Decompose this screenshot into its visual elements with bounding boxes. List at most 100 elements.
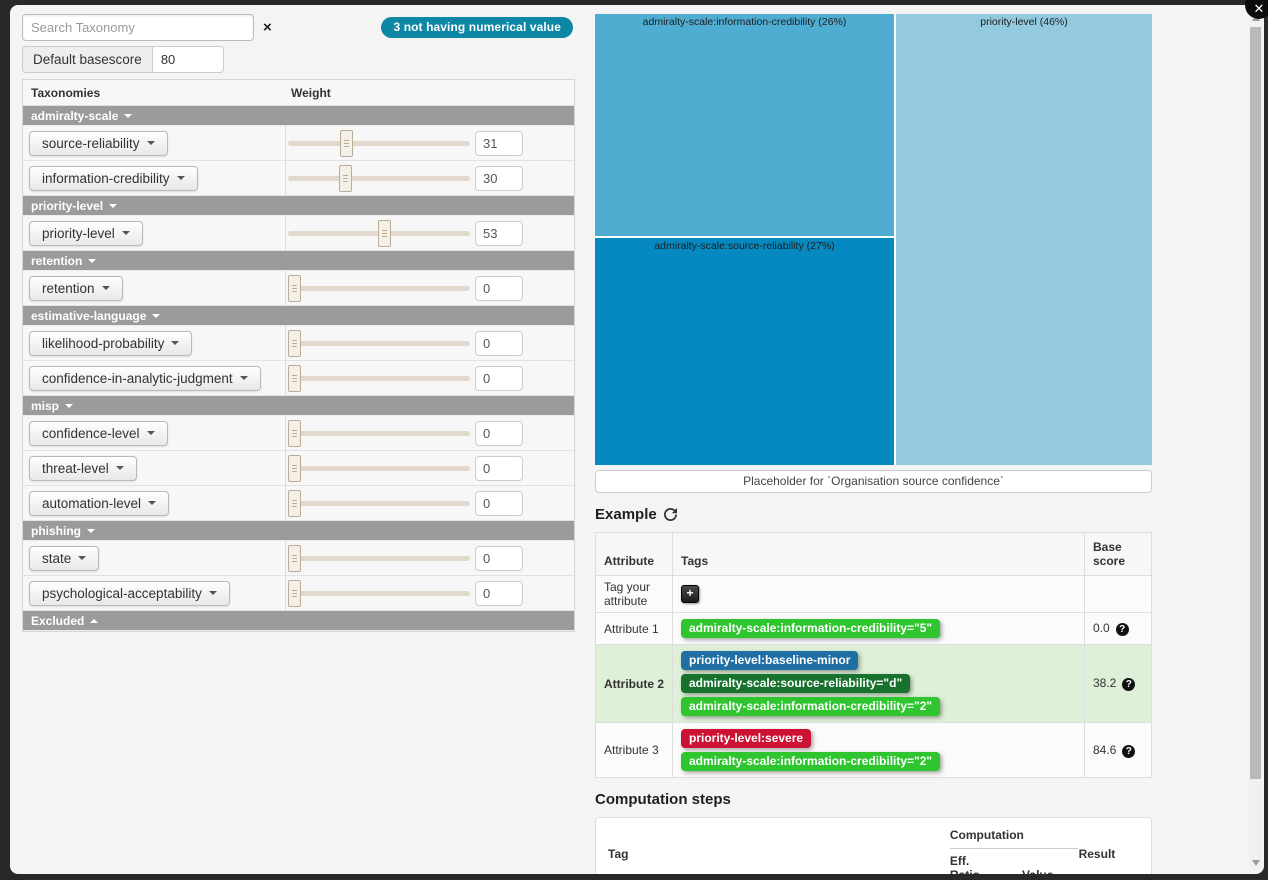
taxonomy-dropdown-label: threat-level	[42, 460, 109, 476]
question-mark-icon[interactable]: ?	[1122, 744, 1136, 758]
weight-slider[interactable]	[288, 219, 470, 247]
weight-input-psychological-acceptability[interactable]	[475, 580, 523, 606]
computation-panel: Tag Computation Result Eff. Ratio Value …	[595, 817, 1152, 874]
weight-cell	[286, 361, 574, 395]
taxonomy-dropdown-state[interactable]: state	[29, 545, 100, 571]
example-title-text: Example	[595, 506, 657, 523]
example-table: Attribute Tags Base score Tag your attri…	[595, 532, 1152, 778]
taxonomy-group-excluded[interactable]: Excluded	[23, 611, 574, 631]
weight-input-priority-level[interactable]	[475, 220, 523, 246]
taxonomy-cell: automation-level	[23, 486, 286, 520]
tags-cell: admiralty-scale:information-credibility=…	[672, 612, 1085, 645]
question-mark-icon[interactable]: ?	[1115, 623, 1129, 636]
taxonomy-dropdown-label: confidence-in-analytic-judgment	[42, 370, 233, 386]
slider-handle[interactable]	[377, 219, 391, 247]
clear-search-icon[interactable]: ×	[263, 19, 272, 36]
close-icon[interactable]: ✕	[1245, 0, 1268, 19]
weight-input-likelihood-probability[interactable]	[475, 330, 523, 356]
slider-handle[interactable]	[288, 544, 301, 572]
caret-down-icon	[171, 341, 180, 345]
weight-input-threat-level[interactable]	[475, 455, 523, 481]
taxonomy-cell: priority-level	[23, 216, 286, 250]
slider-handle[interactable]	[288, 364, 301, 392]
weight-input-retention[interactable]	[475, 275, 523, 301]
caret-down-icon	[109, 203, 118, 208]
taxonomy-group-phishing[interactable]: phishing	[23, 521, 574, 541]
slider-handle[interactable]	[288, 579, 301, 607]
taxonomy-group-estimative-language[interactable]: estimative-language	[23, 306, 574, 326]
weight-slider[interactable]	[288, 364, 470, 392]
taxonomy-cell: retention	[23, 271, 286, 305]
weight-cell	[286, 271, 574, 305]
question-mark-icon[interactable]: ?	[1122, 678, 1136, 691]
taxonomy-cell: confidence-level	[23, 416, 286, 450]
taxonomy-dropdown-threat-level[interactable]: threat-level	[29, 455, 137, 481]
caret-down-icon	[152, 313, 161, 318]
scrollbar-down-arrow-icon[interactable]	[1252, 860, 1260, 866]
taxonomy-dropdown-label: likelihood-probability	[42, 335, 165, 351]
weight-slider[interactable]	[288, 544, 470, 572]
taxonomy-row-confidence-in-analytic-judgment: confidence-in-analytic-judgment	[23, 361, 574, 396]
weight-slider[interactable]	[288, 329, 470, 357]
slider-handle[interactable]	[340, 129, 354, 157]
vertical-scrollbar[interactable]	[1249, 11, 1262, 870]
taxonomy-group-admiralty-scale[interactable]: admiralty-scale	[23, 106, 574, 126]
weight-cell	[286, 541, 574, 575]
weight-slider[interactable]	[288, 129, 470, 157]
taxonomy-group-misp[interactable]: misp	[23, 396, 574, 416]
slider-handle[interactable]	[288, 489, 301, 517]
computation-table: Tag Computation Result Eff. Ratio Value …	[608, 818, 1139, 874]
taxonomy-group-label: phishing	[31, 523, 81, 538]
slider-handle[interactable]	[288, 419, 301, 447]
taxonomy-table: Taxonomies Weight admiralty-scale source-…	[22, 79, 575, 632]
slider-track	[288, 465, 470, 471]
caret-down-icon	[88, 258, 97, 263]
slider-track	[288, 500, 470, 506]
refresh-icon[interactable]	[663, 508, 677, 521]
taxonomy-dropdown-likelihood-probability[interactable]: likelihood-probability	[29, 330, 193, 356]
weight-slider[interactable]	[288, 164, 470, 192]
search-row: × 3 not having numerical value	[22, 14, 575, 41]
weight-slider[interactable]	[288, 579, 470, 607]
weight-slider[interactable]	[288, 419, 470, 447]
taxonomy-row-threat-level: threat-level	[23, 451, 574, 486]
weight-input-source-reliability[interactable]	[475, 130, 523, 156]
weight-cell	[286, 326, 574, 360]
scrollbar-thumb[interactable]	[1250, 27, 1261, 779]
weight-slider[interactable]	[288, 274, 470, 302]
weight-input-automation-level[interactable]	[475, 490, 523, 516]
taxonomy-dropdown-label: retention	[42, 280, 95, 296]
slider-handle[interactable]	[338, 164, 352, 192]
taxonomy-dropdown-source-reliability[interactable]: source-reliability	[29, 130, 168, 156]
tag-pill: admiralty-scale:information-credibility=…	[681, 752, 941, 771]
add-tag-button[interactable]: +	[681, 585, 699, 603]
weight-slider[interactable]	[288, 489, 470, 517]
result-column-header: Result	[1078, 847, 1116, 861]
slider-handle[interactable]	[288, 454, 301, 482]
taxonomy-dropdown-psychological-acceptability[interactable]: psychological-acceptability	[29, 580, 230, 606]
taxonomy-group-retention[interactable]: retention	[23, 251, 574, 271]
weight-input-confidence-in-analytic-judgment[interactable]	[475, 365, 523, 391]
search-input[interactable]	[22, 14, 254, 41]
taxonomy-dropdown-information-credibility[interactable]: information-credibility	[29, 165, 198, 191]
taxonomy-dropdown-priority-level[interactable]: priority-level	[29, 220, 143, 246]
taxonomy-dropdown-confidence-level[interactable]: confidence-level	[29, 420, 168, 446]
default-basescore-input[interactable]	[151, 46, 224, 73]
base-score-value: 0.0	[1093, 621, 1110, 635]
tags-cell: priority-level:baseline-minor admiralty-s…	[672, 644, 1085, 723]
taxonomy-dropdown-retention[interactable]: retention	[29, 275, 123, 301]
weight-input-confidence-level[interactable]	[475, 420, 523, 446]
slider-handle[interactable]	[288, 329, 301, 357]
taxonomy-group-priority-level[interactable]: priority-level	[23, 196, 574, 216]
caret-down-icon	[176, 176, 185, 180]
taxonomy-group-label: retention	[31, 253, 83, 268]
weight-input-information-credibility[interactable]	[475, 165, 523, 191]
taxonomy-group-label: estimative-language	[31, 308, 147, 323]
taxonomy-dropdown-confidence-in-analytic-judgment[interactable]: confidence-in-analytic-judgment	[29, 365, 261, 391]
taxonomy-dropdown-automation-level[interactable]: automation-level	[29, 490, 170, 516]
weight-slider[interactable]	[288, 454, 470, 482]
slider-handle[interactable]	[288, 274, 301, 302]
treemap-cell-admiralty-scale:source-reliability: admiralty-scale:source-reliability (27%)	[595, 238, 894, 465]
weight-input-state[interactable]	[475, 545, 523, 571]
caret-down-icon	[146, 141, 155, 145]
